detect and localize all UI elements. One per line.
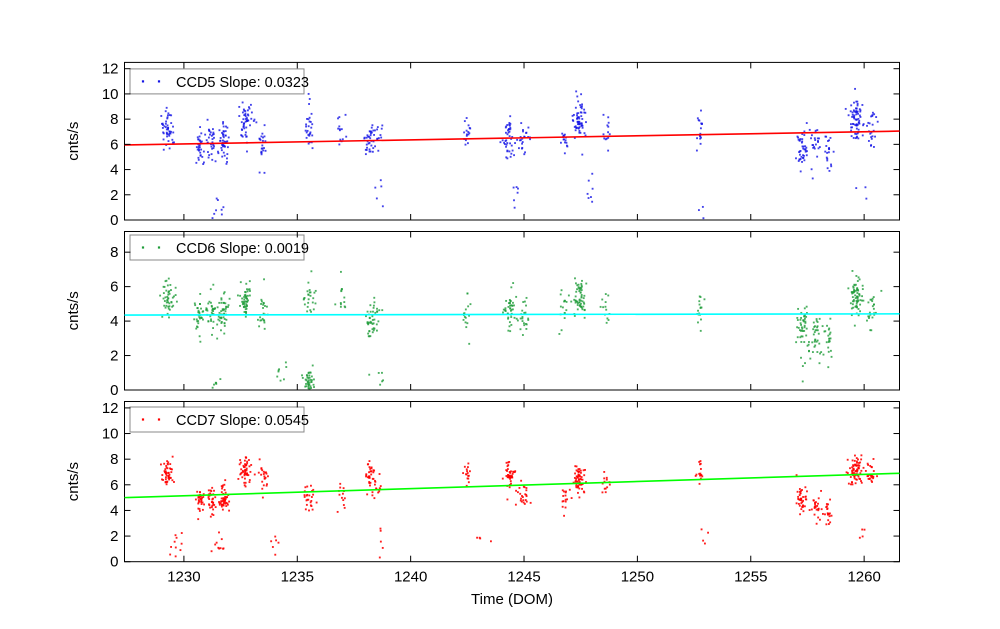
svg-text:12: 12 (102, 61, 119, 78)
svg-text:10: 10 (102, 86, 119, 103)
svg-text:6: 6 (110, 279, 118, 296)
svg-text:4: 4 (110, 502, 118, 519)
svg-text:6: 6 (110, 136, 118, 153)
svg-text:8: 8 (110, 244, 118, 261)
svg-text:8: 8 (110, 451, 118, 468)
svg-text:0: 0 (110, 212, 118, 229)
svg-text:4: 4 (110, 162, 118, 179)
svg-text:1240: 1240 (394, 569, 427, 586)
svg-text:1255: 1255 (734, 569, 767, 586)
svg-text:1245: 1245 (507, 569, 540, 586)
svg-text:cnts/s: cnts/s (65, 462, 82, 501)
svg-text:2: 2 (110, 528, 118, 545)
svg-text:1235: 1235 (281, 569, 314, 586)
svg-text:0: 0 (110, 382, 118, 399)
svg-text:1260: 1260 (847, 569, 880, 586)
svg-text:cnts/s: cnts/s (65, 122, 82, 161)
svg-text:0: 0 (110, 554, 118, 571)
svg-text:1250: 1250 (621, 569, 654, 586)
svg-text:6: 6 (110, 477, 118, 494)
svg-text:4: 4 (110, 313, 118, 330)
svg-text:CCD5 Slope: 0.0323: CCD5 Slope: 0.0323 (176, 75, 309, 91)
svg-text:1230: 1230 (167, 569, 200, 586)
svg-text:CCD6 Slope: 0.0019: CCD6 Slope: 0.0019 (176, 241, 309, 257)
svg-text:CCD7 Slope: 0.0545: CCD7 Slope: 0.0545 (176, 413, 309, 429)
svg-text:10: 10 (102, 426, 119, 443)
svg-text:cnts/s: cnts/s (65, 291, 82, 330)
svg-text:2: 2 (110, 187, 118, 204)
svg-text:12: 12 (102, 400, 119, 417)
svg-text:8: 8 (110, 111, 118, 128)
svg-text:2: 2 (110, 348, 118, 365)
svg-text:Time (DOM): Time (DOM) (471, 591, 553, 608)
